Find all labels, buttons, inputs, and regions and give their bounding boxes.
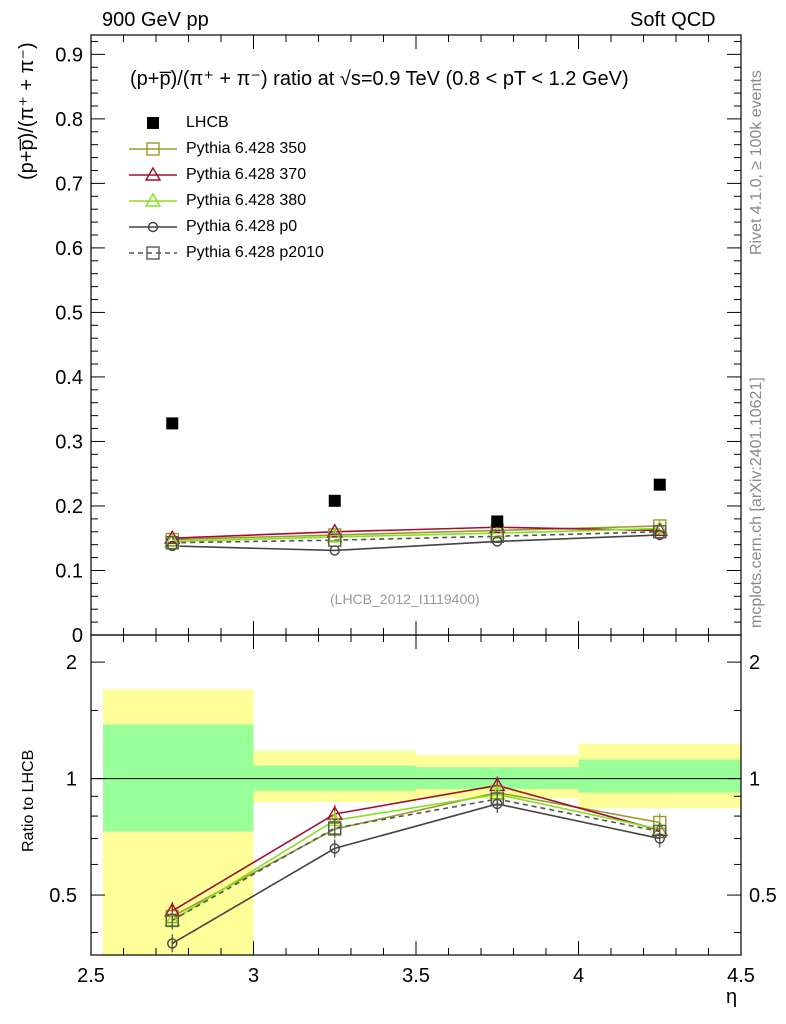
- uncertainty-bands: [103, 689, 741, 955]
- main-ytick-label: 0.7: [55, 173, 83, 195]
- main-point-4: [165, 536, 179, 550]
- main-point-3: [654, 529, 665, 541]
- legend-marker-3: [147, 221, 159, 233]
- ratio-ytick-label: 1: [66, 769, 77, 791]
- data-point: [653, 478, 666, 491]
- main-line-1: [172, 526, 660, 540]
- axis-ticks: 0 0.1 0.2 0.3 0.4 0.5 0.6 0.7 0.8 0.9 2.5 3 3.5 4 4.5 0…: [49, 35, 777, 987]
- x-axis-label: η: [726, 986, 738, 1008]
- data-point: [166, 417, 179, 430]
- legend-marker-2: [144, 192, 162, 207]
- xtick-label: 2.5: [77, 965, 105, 987]
- main-point-4: [653, 525, 667, 539]
- ratio-point-3: [167, 938, 178, 949]
- legend-symbols: [129, 117, 177, 260]
- main-line-4: [172, 530, 660, 544]
- legend-label-380: Pythia 6.428 380: [186, 192, 307, 209]
- analysis-tag: (LHCB_2012_I1119400): [330, 591, 480, 607]
- main-point-3: [167, 540, 178, 552]
- main-point-2: [326, 528, 343, 543]
- main-point-1: [651, 522, 668, 537]
- main-point-3: [492, 536, 503, 547]
- main-point-2: [164, 533, 181, 548]
- xtick-label: 3: [248, 965, 259, 987]
- main-line-2: [172, 527, 660, 543]
- legend-label-350: Pythia 6.428 350: [186, 140, 307, 157]
- ratio-ytick-label-right: 2: [749, 652, 760, 674]
- inner-band-0: [103, 724, 254, 832]
- data-point: [328, 494, 341, 507]
- legend-label-370: Pythia 6.428 370: [186, 166, 307, 183]
- ratio-point-3: [329, 843, 340, 854]
- series-markers: [164, 417, 668, 953]
- ratio-line-4: [171, 798, 660, 922]
- main-ytick-label: 0.6: [55, 238, 83, 260]
- main-ytick-label: 0.8: [55, 109, 83, 131]
- legend-label-data: LHCB: [186, 114, 229, 131]
- ratio-point-4: [490, 792, 504, 806]
- legend-marker-data: [147, 117, 159, 129]
- data-point: [491, 515, 504, 528]
- main-y-axis-label: (p+p̅)/(π⁺ + π⁻): [16, 42, 38, 180]
- main-ytick-label: 0.5: [55, 302, 83, 324]
- header-right: Soft QCD: [630, 9, 716, 31]
- ratio-point-4: [653, 824, 667, 839]
- ratio-line-1: [171, 784, 660, 912]
- header-left: 900 GeV pp: [102, 9, 209, 31]
- xtick-label: 4.5: [727, 965, 755, 987]
- ratio-point-4: [165, 913, 179, 928]
- main-point-4: [490, 529, 504, 543]
- ratio-point-4: [328, 821, 342, 835]
- ratio-y-axis-label: Ratio to LHCB: [20, 749, 37, 852]
- xtick-label: 3.5: [402, 965, 430, 987]
- inner-band-3: [578, 759, 741, 793]
- legend-marker-0: [146, 142, 160, 156]
- legend-label-p0: Pythia 6.428 p0: [186, 218, 298, 235]
- legend-marker-1: [144, 166, 162, 181]
- legend-label-p2010: Pythia 6.428 p2010: [186, 244, 324, 261]
- main-ytick-label: 0.2: [55, 496, 83, 518]
- chart-title: (p+p̅)/(π⁺ + π⁻) ratio at √s=0.9 TeV (0.…: [130, 68, 629, 90]
- main-point-1: [326, 523, 343, 538]
- rivet-version: Rivet 4.1.0, ≥ 100k events: [748, 70, 765, 255]
- main-ytick-label: 0: [72, 625, 83, 647]
- main-point-4: [328, 533, 342, 547]
- ratio-ytick-label: 0.5: [49, 885, 77, 907]
- main-ytick-label: 0.1: [55, 560, 83, 582]
- main-ytick-label: 0.9: [55, 44, 83, 66]
- main-ytick-label: 0.3: [55, 431, 83, 453]
- main-line-3: [172, 534, 660, 552]
- series-lines: [171, 525, 660, 945]
- main-ytick-label: 0.4: [55, 367, 83, 389]
- legend-marker-4: [146, 246, 160, 260]
- mcplots-tag: mcplots.cern.ch [arXiv:2401.10621]: [748, 377, 765, 628]
- ratio-ytick-label-right: 1: [749, 769, 760, 791]
- ratio-line-3: [171, 803, 660, 945]
- xtick-label: 4: [573, 965, 584, 987]
- ratio-ytick-label-right: 0.5: [749, 885, 777, 907]
- main-point-2: [489, 524, 506, 539]
- ratio-ytick-label: 2: [66, 652, 77, 674]
- ratio-line-2: [171, 793, 660, 922]
- main-point-2: [651, 520, 668, 535]
